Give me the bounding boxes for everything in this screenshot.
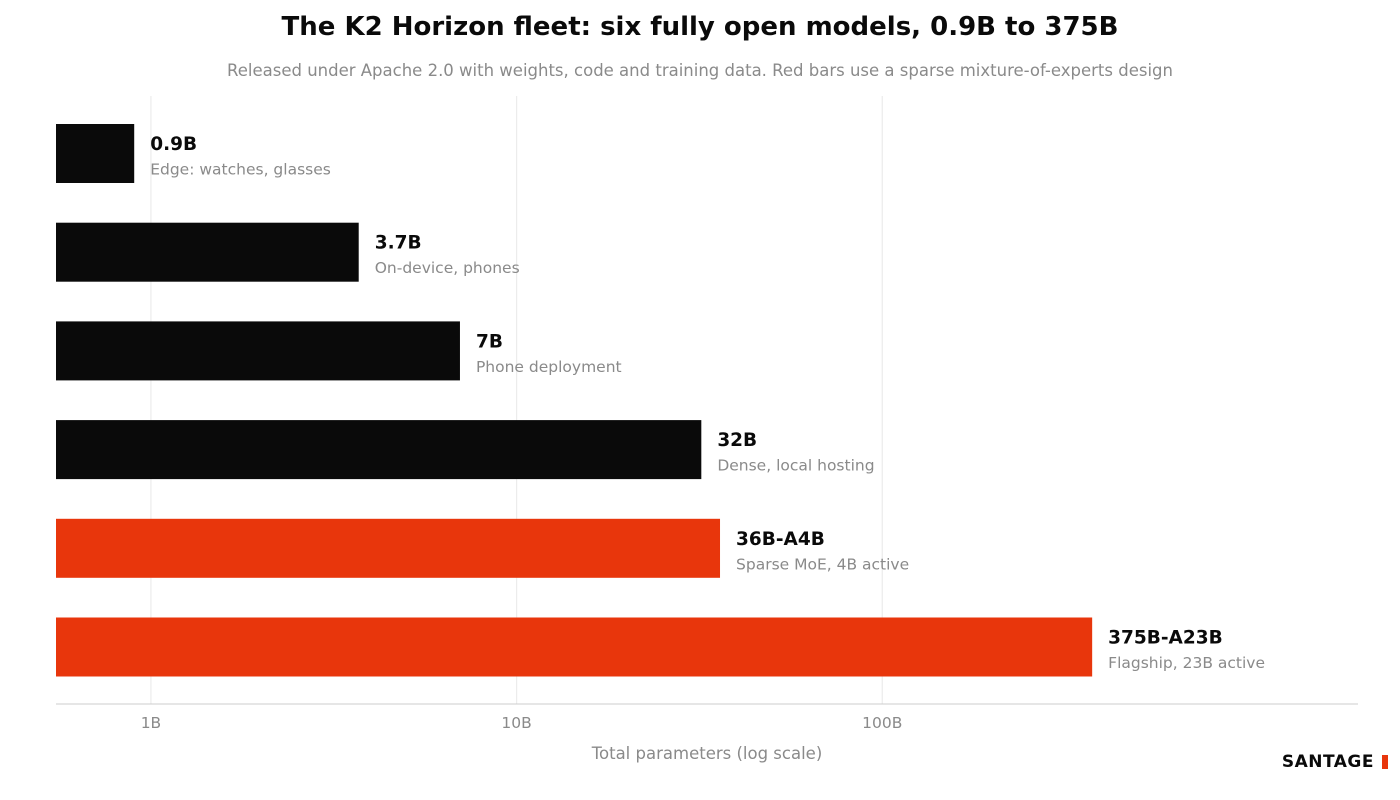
bar-value-label: 7B <box>476 331 503 352</box>
brand-logo: SANTAGE <box>1282 752 1388 772</box>
dense-bar <box>56 124 135 183</box>
bar-value-label: 375B-A23B <box>1108 628 1223 649</box>
bar-value-label: 3.7B <box>375 233 422 254</box>
bar-value-label: 36B-A4B <box>736 529 825 550</box>
bar-description-label: On-device, phones <box>375 259 520 277</box>
x-axis-ticks: 1B 10B 100B <box>141 714 903 732</box>
bar-description-label: Phone deployment <box>476 358 622 376</box>
x-tick-label: 1B <box>141 714 162 732</box>
moe-bar <box>56 617 1093 677</box>
moe-bar <box>56 518 721 578</box>
bar-description-label: Edge: watches, glasses <box>150 161 331 179</box>
chart-title: The K2 Horizon fleet: six fully open mod… <box>281 12 1119 42</box>
x-axis-title: Total parameters (log scale) <box>591 744 823 763</box>
x-tick-label: 100B <box>862 714 902 732</box>
bar-description-label: Dense, local hosting <box>717 457 874 475</box>
bar-description-label: Flagship, 23B active <box>1108 654 1265 672</box>
dense-bar <box>56 420 702 480</box>
bars: 0.9B Edge: watches, glasses 3.7B On-device,… <box>56 124 1265 677</box>
brand-mark-icon <box>1382 755 1388 769</box>
bar-value-label: 0.9B <box>150 134 197 155</box>
dense-bar <box>56 321 460 381</box>
chart-subtitle: Released under Apache 2.0 with weights, … <box>227 61 1173 80</box>
gridlines <box>150 96 883 704</box>
brand-name: SANTAGE <box>1281 752 1374 772</box>
bar-description-label: Sparse MoE, 4B active <box>736 555 909 573</box>
bar-value-label: 32B <box>717 430 757 451</box>
x-tick-label: 10B <box>501 714 531 732</box>
dense-bar <box>56 222 359 282</box>
